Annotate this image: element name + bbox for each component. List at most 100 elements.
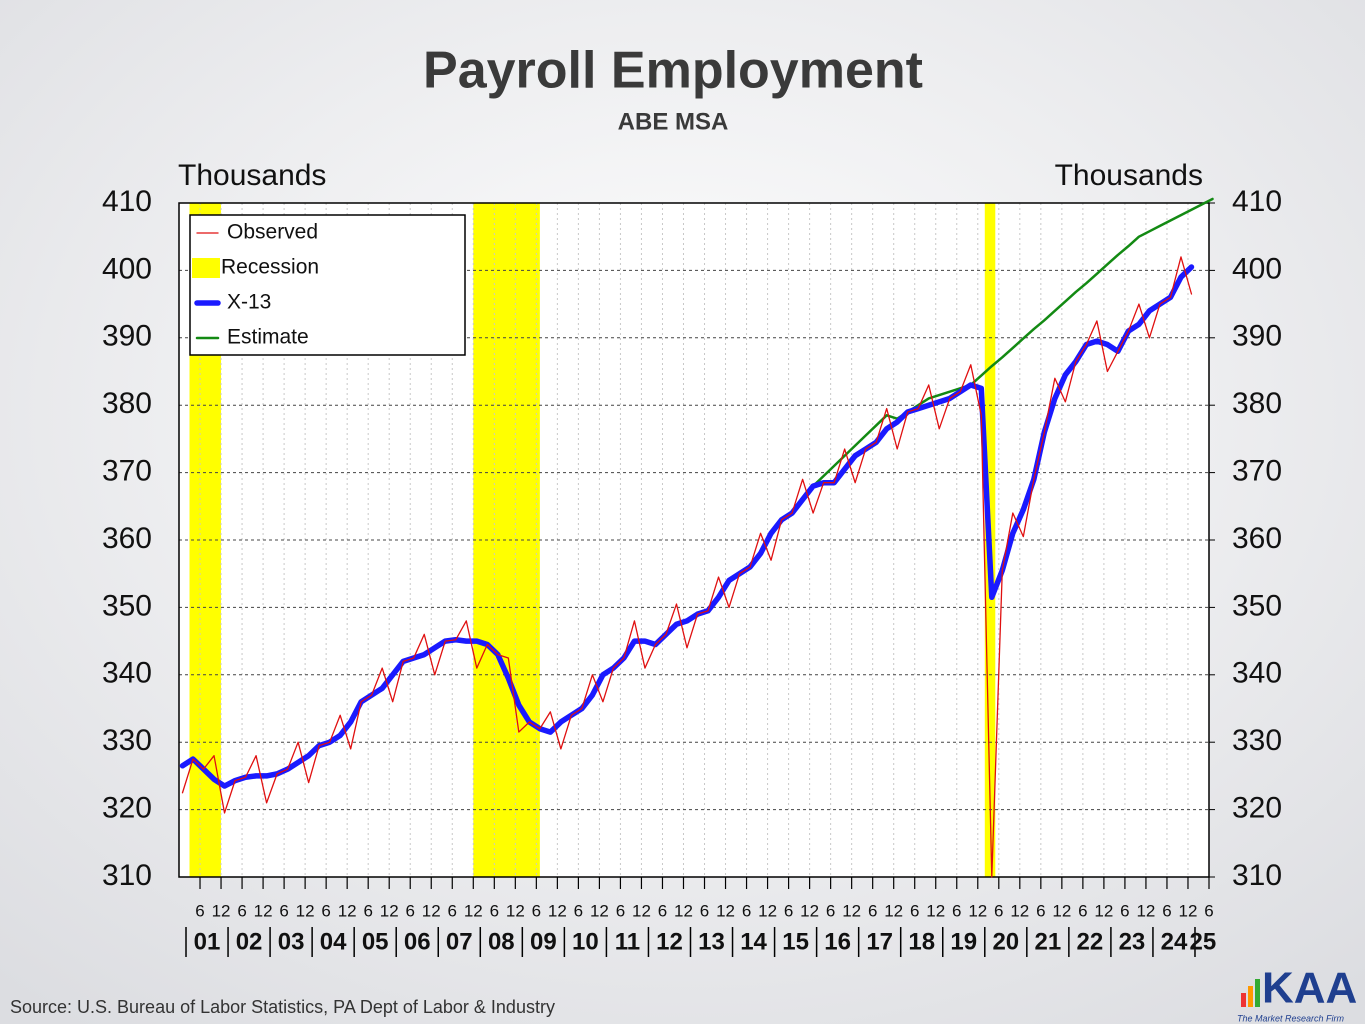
x-tick-label: 12 [506, 901, 525, 920]
x-tick-label: 12 [632, 901, 651, 920]
x-tick-label: 6 [1036, 901, 1045, 920]
source-note: Source: U.S. Bureau of Labor Statistics,… [10, 997, 555, 1017]
y-axis-label: Thousands [178, 159, 326, 192]
year-label: 09 [530, 928, 557, 955]
year-label: 25 [1190, 928, 1217, 955]
year-label: 06 [404, 928, 431, 955]
y-tick-label: 340 [102, 657, 152, 690]
x-tick-label: 6 [742, 901, 751, 920]
x-tick-label: 6 [321, 901, 330, 920]
x-tick-label: 12 [968, 901, 987, 920]
y2-tick-label: 360 [1232, 522, 1282, 555]
y2-tick-label: 390 [1232, 320, 1282, 353]
x-tick-label: 6 [994, 901, 1003, 920]
x-tick-label: 6 [868, 901, 877, 920]
logo-text: KAA [1262, 964, 1357, 1013]
year-label: 07 [446, 928, 473, 955]
x-tick-label: 12 [1179, 901, 1198, 920]
x-tick-label: 6 [448, 901, 457, 920]
x-tick-label: 12 [1094, 901, 1113, 920]
y2-tick-label: 340 [1232, 657, 1282, 690]
x-tick-label: 12 [380, 901, 399, 920]
y-tick-label: 320 [102, 792, 152, 825]
legend-label: Recession [221, 256, 319, 279]
x-tick-label: 6 [784, 901, 793, 920]
x-tick-label: 12 [212, 901, 231, 920]
logo-tagline: The Market Research Firm [1237, 1013, 1345, 1023]
legend-label: Observed [227, 221, 318, 244]
x-tick-label: 12 [842, 901, 861, 920]
legend-label: Estimate [227, 326, 309, 349]
y-tick-label: 350 [102, 589, 152, 622]
x-tick-label: 12 [254, 901, 273, 920]
year-label: 17 [866, 928, 893, 955]
year-label: 21 [1034, 928, 1061, 955]
x-tick-label: 12 [716, 901, 735, 920]
year-label: 14 [740, 928, 767, 955]
y2-tick-label: 310 [1232, 859, 1282, 892]
y2-tick-label: 380 [1232, 387, 1282, 420]
legend-box [189, 214, 466, 356]
x-tick-label: 12 [1052, 901, 1071, 920]
chart-title: Payroll Employment [423, 42, 923, 100]
x-tick-label: 6 [700, 901, 709, 920]
year-label: 19 [950, 928, 977, 955]
x-tick-label: 12 [590, 901, 609, 920]
year-label: 20 [992, 928, 1019, 955]
y-tick-label: 370 [102, 455, 152, 488]
chart-subtitle: ABE MSA [618, 108, 729, 135]
year-label: 03 [278, 928, 305, 955]
year-label: 24 [1161, 928, 1188, 955]
x-tick-label: 6 [952, 901, 961, 920]
legend-swatch [192, 258, 220, 278]
x-tick-label: 6 [532, 901, 541, 920]
y2-axis-label: Thousands [1055, 159, 1203, 192]
x-tick-label: 12 [800, 901, 819, 920]
y-tick-label: 310 [102, 859, 152, 892]
x-tick-label: 6 [1078, 901, 1087, 920]
year-label: 04 [320, 928, 347, 955]
x-tick-label: 12 [884, 901, 903, 920]
y2-tick-label: 370 [1232, 455, 1282, 488]
x-tick-label: 12 [674, 901, 693, 920]
year-label: 02 [236, 928, 263, 955]
year-label: 23 [1119, 928, 1146, 955]
year-label: 01 [194, 928, 221, 955]
year-label: 13 [698, 928, 725, 955]
y-tick-label: 330 [102, 724, 152, 757]
y2-tick-label: 400 [1232, 252, 1282, 285]
x-tick-label: 6 [1162, 901, 1171, 920]
x-tick-label: 12 [422, 901, 441, 920]
x-tick-label: 6 [237, 901, 246, 920]
x-tick-label: 6 [195, 901, 204, 920]
year-label: 08 [488, 928, 515, 955]
year-label: 10 [572, 928, 599, 955]
x-tick-label: 6 [490, 901, 499, 920]
x-tick-label: 6 [658, 901, 667, 920]
y2-tick-label: 320 [1232, 792, 1282, 825]
x-tick-label: 12 [296, 901, 315, 920]
year-label: 12 [656, 928, 683, 955]
y-tick-label: 400 [102, 252, 152, 285]
x-tick-label: 6 [826, 901, 835, 920]
y-tick-label: 410 [102, 185, 152, 218]
x-tick-label: 6 [1120, 901, 1129, 920]
x-tick-label: 6 [910, 901, 919, 920]
logo: KAA The Market Research Firm [1237, 964, 1357, 1024]
x-tick-label: 6 [405, 901, 414, 920]
year-label: 22 [1077, 928, 1104, 955]
logo-bar [1241, 993, 1246, 1007]
y-tick-label: 390 [102, 320, 152, 353]
x-tick-label: 6 [1204, 901, 1213, 920]
x-tick-label: 12 [1010, 901, 1029, 920]
legend-label: X-13 [227, 291, 271, 314]
x-tick-label: 6 [363, 901, 372, 920]
series-line [179, 264, 1195, 789]
year-label: 11 [615, 928, 640, 955]
y2-tick-label: 410 [1232, 185, 1282, 218]
x-tick-label: 12 [464, 901, 483, 920]
y-tick-label: 380 [102, 387, 152, 420]
x-tick-label: 6 [574, 901, 583, 920]
